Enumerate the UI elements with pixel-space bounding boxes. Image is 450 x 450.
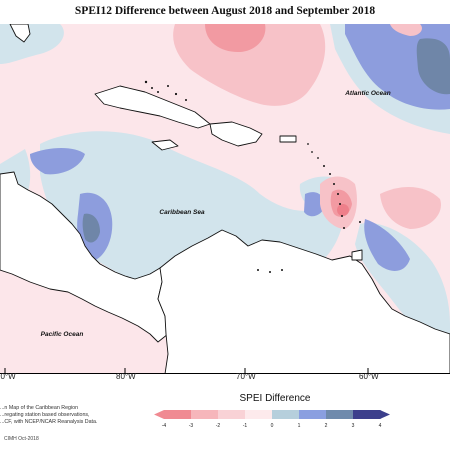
pacific-ocean-label: Pacific Ocean (41, 331, 84, 338)
longitude-ticks (4, 368, 369, 373)
legend-swatch (272, 410, 300, 419)
credit-line-3: ...CF, with NCEP/NCAR Reanalysis Data. (0, 419, 98, 425)
map-area: Atlantic Ocean Caribbean Sea Pacific Oce… (0, 24, 450, 374)
legend-swatch (326, 410, 354, 419)
credit-line-2: ...regating station based observations, (0, 412, 90, 418)
longitude-label-90w: 90°W (0, 372, 16, 381)
credit-line-1: ...n Map of the Caribbean Region (0, 405, 79, 411)
legend-swatch (245, 410, 273, 419)
south-america-land (157, 229, 450, 373)
spei-strongest-negative-spot (337, 204, 349, 216)
legend-swatch (191, 410, 219, 419)
jamaica-island (151, 139, 179, 151)
longitude-label-80w: 80°W (116, 372, 136, 381)
atlantic-ocean-label: Atlantic Ocean (344, 90, 391, 97)
legend-arrow-high (380, 410, 390, 419)
longitude-label-60w: 60°W (359, 372, 379, 381)
legend-tick-label: 4 (379, 423, 382, 429)
legend-tick-label: -3 (189, 423, 194, 429)
legend-arrow-low (154, 410, 164, 419)
spei-darkest-region (82, 38, 450, 243)
legend-swatch (164, 410, 192, 419)
caribbean-sea-label: Caribbean Sea (159, 209, 205, 216)
legend-swatch (299, 410, 327, 419)
legend-tick-label: -2 (216, 423, 221, 429)
legend-tick-label: 1 (298, 423, 301, 429)
source-credit: ...n Map of the Caribbean Region ...rega… (0, 405, 140, 426)
legend-tick-label: -1 (243, 423, 248, 429)
cuba-island (94, 85, 211, 129)
legend-title: SPEI Difference (239, 393, 311, 404)
florida-land (9, 24, 31, 43)
trinidad-island (351, 249, 363, 261)
spei-negative-regions (173, 24, 441, 229)
longitude-label-70w: 70°W (236, 372, 256, 381)
island-chain-dots (144, 80, 361, 273)
land-masses (0, 24, 450, 373)
legend-tick-label: -4 (162, 423, 167, 429)
legend-swatch (353, 410, 381, 419)
hispaniola-island (209, 121, 263, 147)
spei-strong-negative-regions (205, 24, 352, 217)
legend-tick-label: 3 (352, 423, 355, 429)
map-title: SPEI12 Difference between August 2018 an… (74, 5, 376, 17)
color-legend: -4 -3 -2 -1 0 1 2 3 4 (154, 410, 390, 429)
legend-tick-label: 2 (325, 423, 328, 429)
puerto-rico-island (279, 135, 297, 143)
copyright-note: CIMH Oct-2018 (4, 436, 39, 442)
legend-swatch (218, 410, 246, 419)
legend-tick-label: 0 (271, 423, 274, 429)
